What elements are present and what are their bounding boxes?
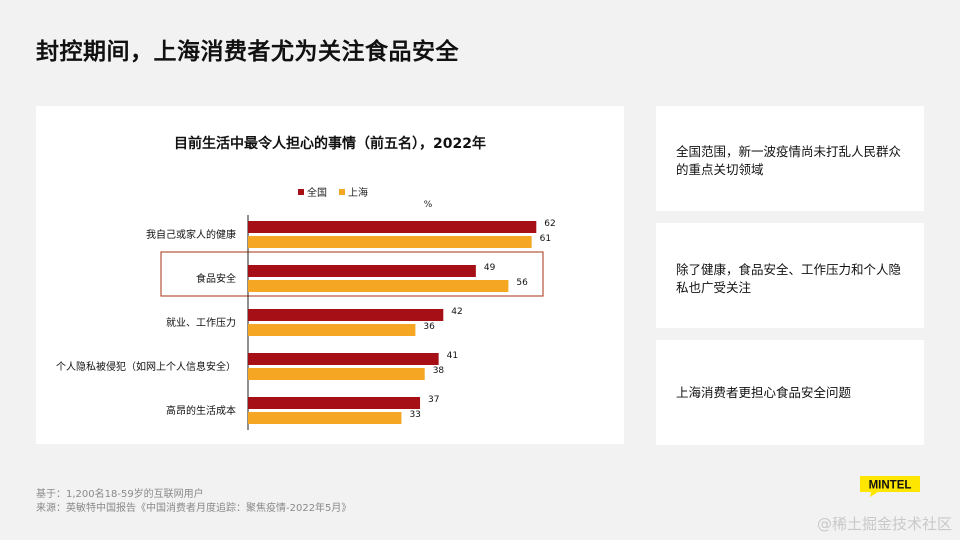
slide-title: 封控期间，上海消费者尤为关注食品安全 [36, 39, 459, 65]
unit-label: % [424, 200, 433, 210]
bar-shanghai-4 [248, 368, 425, 380]
watermark: @稀土掘金技术社区 [816, 515, 952, 533]
category-label-4: 个人隐私被侵犯（如网上个人信息安全） [56, 360, 236, 373]
data-label-shanghai-1: 61 [540, 234, 551, 244]
mintel-logo: MINTEL [860, 476, 920, 497]
insight-text-2: 除了健康，食品安全、工作压力和个人隐私也广受关注 [676, 262, 902, 295]
insight-card-3: 上海消费者更担心食品安全问题 [656, 340, 924, 445]
insight-card-2: 除了健康，食品安全、工作压力和个人隐私也广受关注 [656, 223, 924, 328]
data-label-shanghai-4: 38 [433, 366, 445, 376]
legend-swatch-2 [339, 189, 345, 195]
data-label-national-4: 41 [447, 351, 458, 361]
bar-shanghai-1 [248, 236, 532, 248]
data-label-national-2: 49 [484, 263, 496, 273]
bar-national-3 [248, 309, 444, 321]
bar-shanghai-5 [248, 412, 402, 424]
svg-text:MINTEL: MINTEL [869, 480, 912, 492]
legend-label-2: 上海 [348, 186, 368, 199]
data-label-shanghai-3: 36 [423, 322, 435, 332]
data-label-shanghai-5: 33 [409, 410, 420, 420]
bar-national-2 [248, 265, 476, 277]
bar-national-5 [248, 397, 421, 409]
footnote-source: 来源：英敏特中国报告《中国消费者月度追踪：聚焦疫情-2022年5月》 [36, 503, 352, 514]
insight-text-1: 全国范围，新一波疫情尚未打乱人民群众的重点关切领域 [676, 144, 902, 177]
insight-card-1: 全国范围，新一波疫情尚未打乱人民群众的重点关切领域 [656, 106, 924, 211]
chart-panel: 目前生活中最令人担心的事情（前五名），2022年 全国 上海% 我自己或家人的健康… [36, 106, 624, 444]
insight-text-3: 上海消费者更担心食品安全问题 [676, 385, 852, 400]
bar-national-1 [248, 221, 537, 233]
data-label-shanghai-2: 56 [516, 278, 528, 288]
category-label-1: 我自己或家人的健康 [146, 228, 236, 241]
category-label-5: 高昂的生活成本 [166, 404, 236, 417]
bar-shanghai-3 [248, 324, 416, 336]
highlight-box [160, 251, 544, 297]
category-label-3: 就业、工作压力 [166, 316, 236, 329]
legend-swatch-1 [298, 189, 304, 195]
data-label-national-1: 62 [544, 219, 555, 229]
data-label-national-3: 42 [451, 307, 462, 317]
bar-national-4 [248, 353, 439, 365]
chart-title: 目前生活中最令人担心的事情（前五名），2022年 [174, 136, 486, 152]
legend-label-1: 全国 [307, 186, 327, 199]
category-label-2: 食品安全 [196, 272, 236, 285]
footnote-base: 基于：1,200名18-59岁的互联网用户 [36, 489, 204, 500]
bar-shanghai-2 [248, 280, 509, 292]
data-label-national-5: 37 [428, 395, 439, 405]
bar-chart: 全国 上海% 我自己或家人的健康 62 61 食品安全 49 56 就业、工作压力 42 36 个人… [56, 186, 556, 430]
